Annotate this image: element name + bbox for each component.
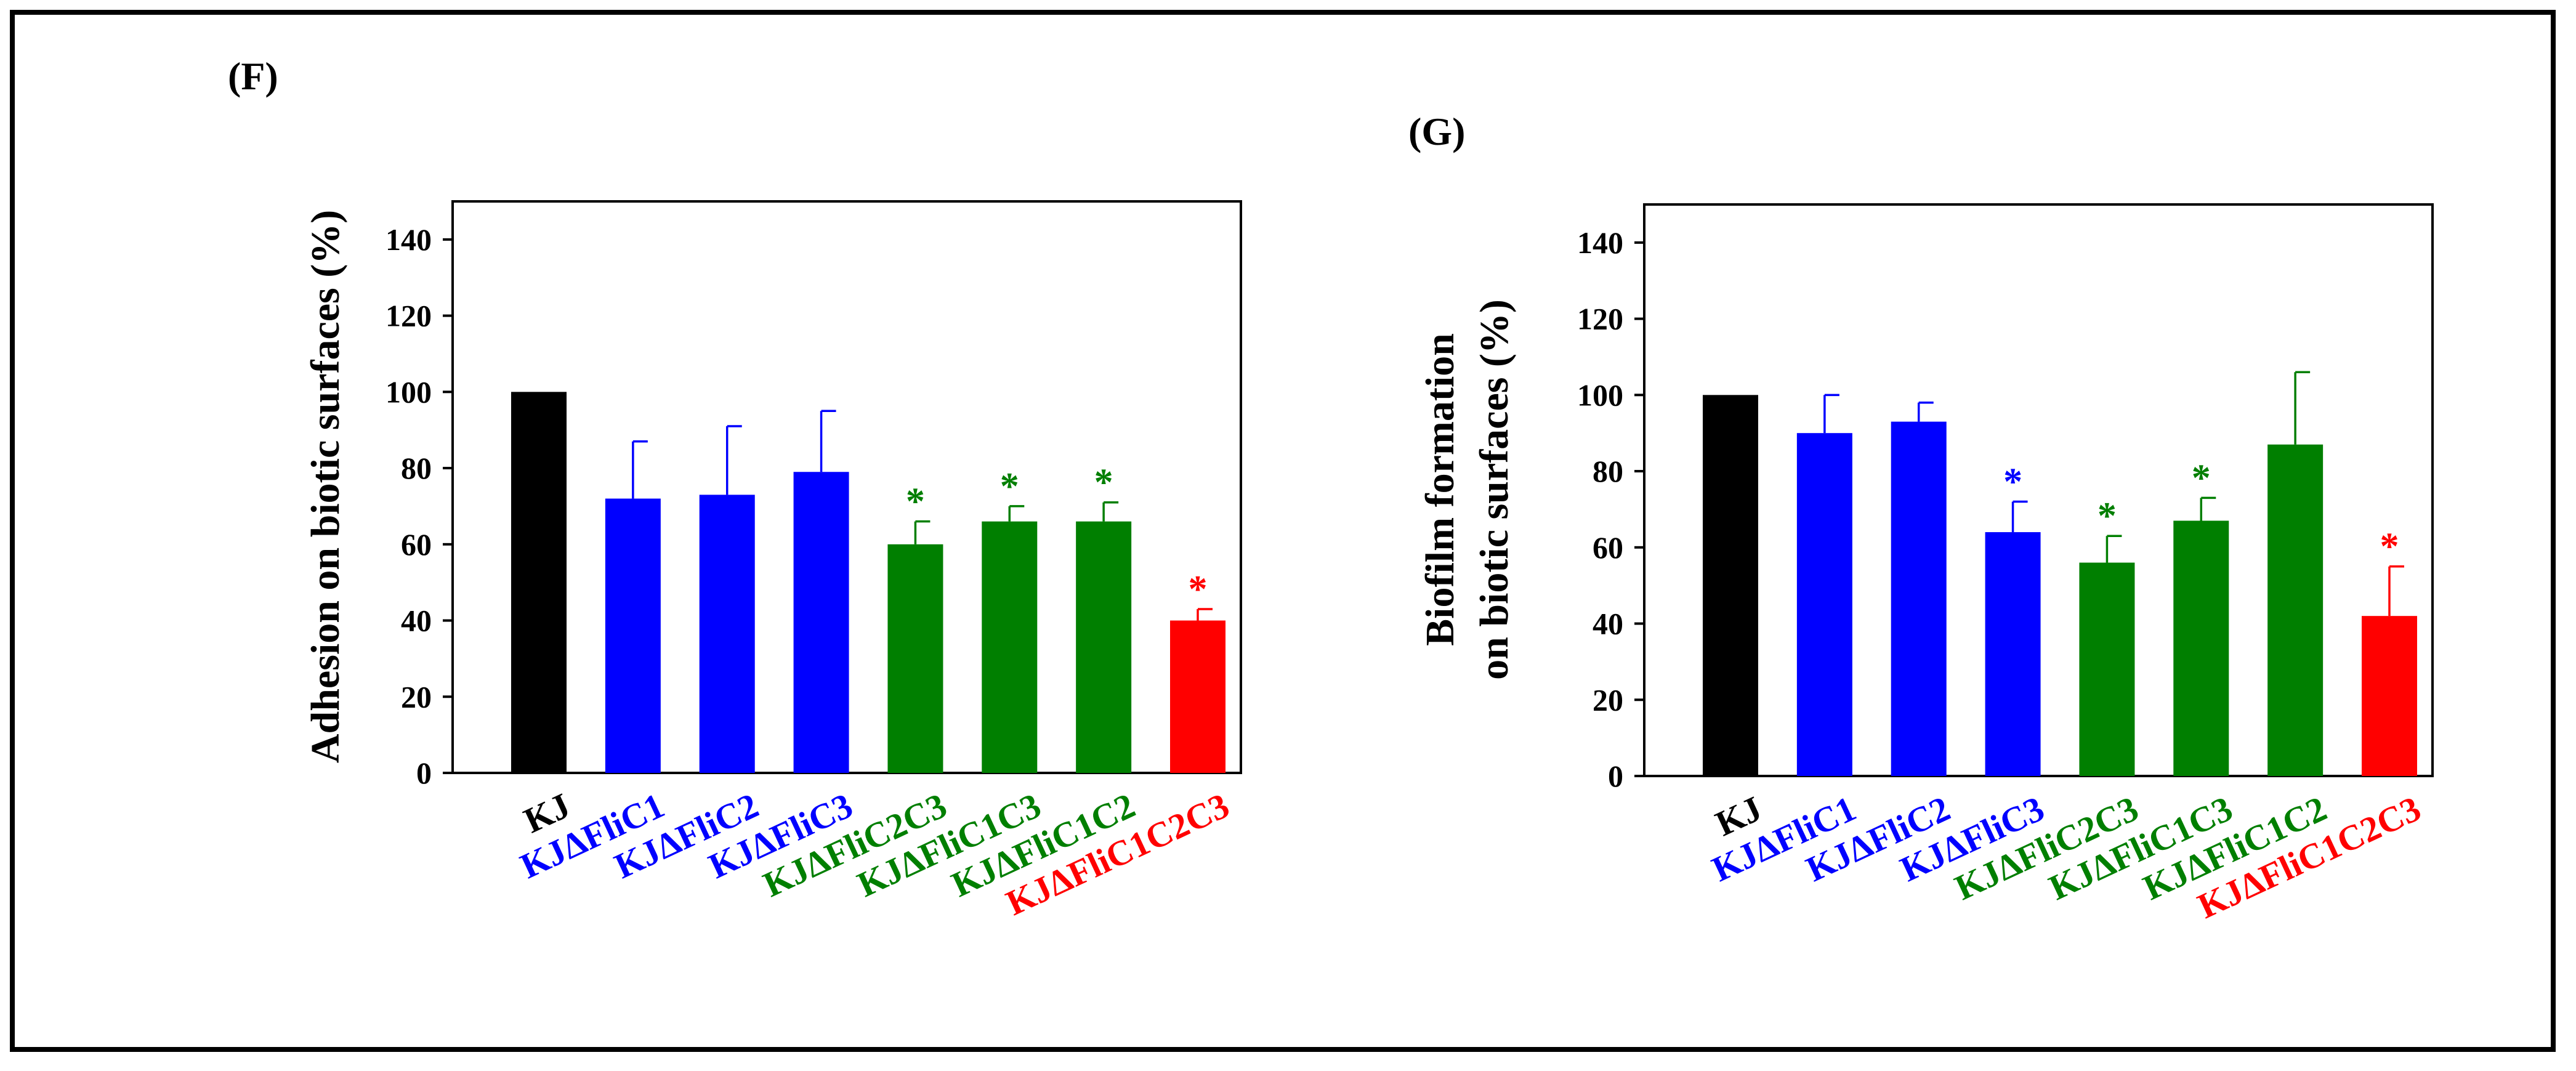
bar-4	[2079, 562, 2135, 776]
bar-1	[605, 498, 661, 773]
y-tick-label: 140	[1577, 225, 1623, 260]
significance-mark-7: *	[1189, 568, 1208, 610]
chart-0: (F) 0 20 40 60 80 100 120 140 Adhesion on biotic …	[228, 54, 1242, 923]
significance-mark-3: *	[2003, 461, 2022, 503]
y-tick-label: 80	[401, 451, 432, 485]
y-tick-label: 120	[1577, 302, 1623, 336]
bar-4	[887, 544, 943, 773]
bar-0	[511, 392, 567, 773]
bar-2	[699, 495, 755, 773]
bar-1	[1796, 433, 1852, 776]
y-axis-label: Biofilm formation on biotic surfaces (%)	[1418, 299, 1517, 680]
y-tick-label: 140	[386, 222, 432, 257]
bar-2	[1891, 421, 1947, 776]
significance-mark-5: *	[1000, 466, 1019, 507]
y-axis-label-line: Adhesion on biotic surfaces (%)	[303, 210, 348, 763]
y-axis-label-line: Biofilm formation	[1418, 333, 1463, 646]
y-tick-label: 120	[386, 299, 432, 333]
y-tick-label: 100	[386, 374, 432, 409]
bar-7	[1170, 620, 1225, 773]
y-tick-label: 40	[401, 604, 432, 638]
significance-mark-4: *	[2098, 495, 2117, 537]
bar-0	[1703, 395, 1758, 776]
panel-label: (G)	[1408, 110, 1465, 153]
significance-mark-7: *	[2380, 526, 2399, 568]
bar-5	[2173, 520, 2229, 776]
y-tick-label: 20	[1593, 682, 1623, 717]
y-tick-label: 60	[1593, 530, 1623, 565]
figure-frame	[10, 10, 2556, 1052]
significance-mark-6: *	[1094, 462, 1113, 504]
y-tick-label: 40	[1593, 607, 1623, 641]
bar-3	[1985, 532, 2041, 776]
bar-6	[2267, 444, 2324, 776]
significance-mark-4: *	[906, 481, 925, 523]
y-tick-label: 0	[1608, 759, 1623, 793]
y-tick-label: 0	[416, 756, 432, 790]
y-tick-label: 60	[401, 527, 432, 562]
significance-mark-5: *	[2192, 457, 2211, 499]
bar-5	[982, 521, 1038, 773]
chart-1: (G) 0 20 40 60 80 100 120 140 Biofilm formation on…	[1408, 110, 2434, 926]
panel-label: (F)	[228, 54, 278, 98]
bar-6	[1076, 521, 1132, 773]
bar-3	[793, 472, 849, 773]
y-axis-label-line: on biotic surfaces (%)	[1472, 299, 1517, 680]
y-tick-label: 80	[1593, 454, 1623, 488]
y-tick-label: 20	[401, 679, 432, 714]
y-axis-label: Adhesion on biotic surfaces (%)	[303, 210, 348, 763]
y-tick-label: 100	[1577, 378, 1623, 412]
bar-7	[2362, 616, 2417, 776]
